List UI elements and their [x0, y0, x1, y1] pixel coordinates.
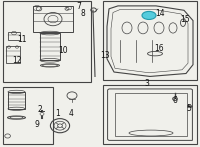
- Text: 14: 14: [155, 9, 165, 18]
- Bar: [103, 1, 197, 80]
- Text: 4: 4: [69, 109, 73, 118]
- Text: 3: 3: [145, 78, 149, 88]
- Bar: [8, 32, 20, 40]
- Text: 15: 15: [180, 15, 190, 24]
- Text: 5: 5: [187, 103, 191, 113]
- Bar: [6, 46, 20, 63]
- Text: 11: 11: [17, 35, 27, 44]
- Bar: [3, 87, 53, 144]
- Text: 16: 16: [154, 44, 164, 53]
- Text: 9: 9: [35, 120, 39, 129]
- Text: 13: 13: [100, 51, 110, 60]
- Text: 8: 8: [81, 9, 85, 19]
- Ellipse shape: [142, 11, 156, 20]
- Text: 6: 6: [173, 96, 177, 105]
- Text: 2: 2: [38, 105, 42, 114]
- Circle shape: [40, 112, 44, 115]
- Bar: [40, 33, 60, 60]
- Bar: [33, 6, 73, 32]
- Bar: [187, 105, 191, 107]
- Text: 7: 7: [77, 2, 81, 11]
- Bar: [8, 92, 25, 109]
- Bar: [3, 1, 91, 82]
- Bar: [103, 85, 197, 144]
- Text: 12: 12: [12, 56, 22, 65]
- Text: 10: 10: [58, 46, 68, 55]
- Text: 1: 1: [56, 109, 60, 118]
